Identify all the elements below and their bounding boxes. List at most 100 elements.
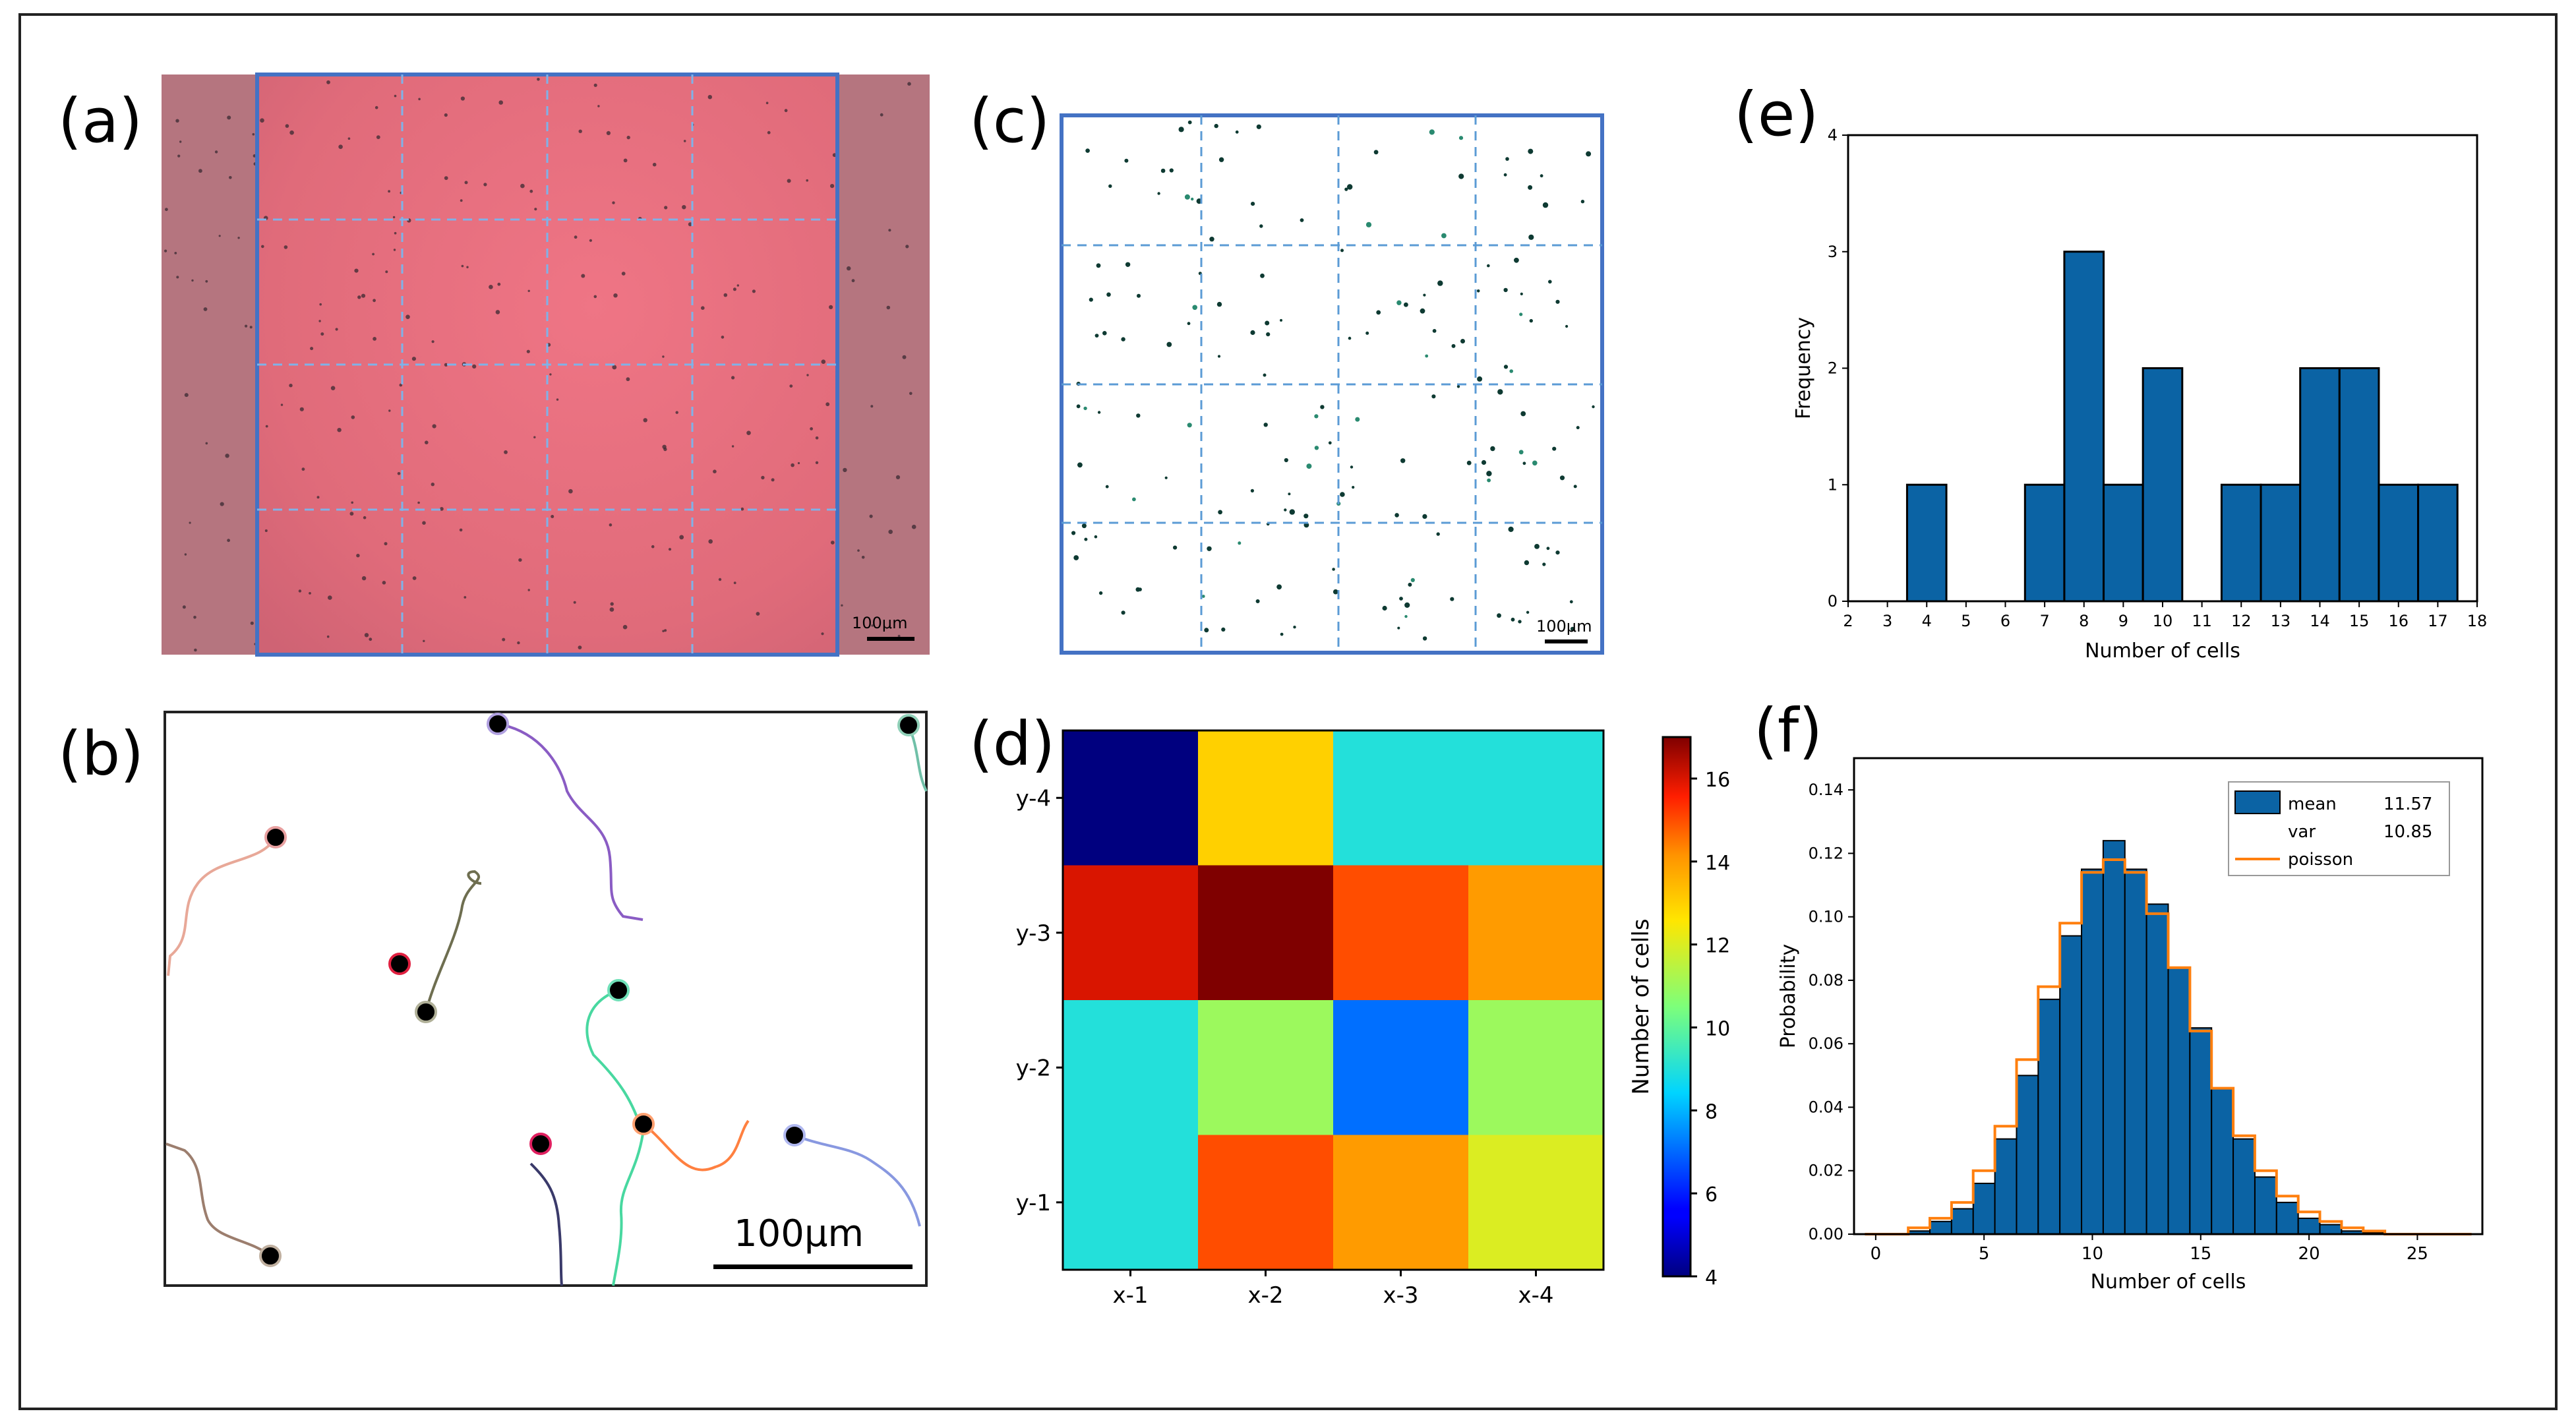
cell-dot <box>1394 513 1399 518</box>
cell-dot <box>394 94 397 98</box>
cell-dot <box>431 483 434 487</box>
cell-dot <box>1514 257 1519 263</box>
cell-dot <box>1250 330 1255 336</box>
heatmap-cell <box>1063 865 1199 1001</box>
cell-dot <box>1570 626 1575 632</box>
cell-dot <box>771 478 775 482</box>
x-tick-label: 10 <box>2082 1244 2103 1264</box>
heatmap-cell <box>1333 865 1469 1001</box>
cell-dot <box>412 576 417 580</box>
cell-dot <box>1265 320 1270 326</box>
cell-dot <box>1592 405 1595 409</box>
cell-dot <box>1098 591 1103 595</box>
cell-dot <box>466 266 469 268</box>
cell-dot <box>1209 237 1214 242</box>
cell-dot <box>423 639 425 642</box>
cell-dot <box>789 384 793 388</box>
cell-dot <box>688 222 692 227</box>
cell-dot <box>1347 184 1353 190</box>
cell-dot <box>284 245 288 249</box>
cell-dots-c <box>1071 120 1595 641</box>
cell-marker <box>415 1001 437 1023</box>
cell-dot <box>220 502 224 506</box>
cell-dot <box>1259 224 1263 228</box>
cell-dot <box>179 140 182 143</box>
cell-dot <box>461 264 464 268</box>
cell-dot <box>643 418 647 423</box>
cell-marker <box>529 1133 552 1155</box>
cell-dot <box>857 549 860 552</box>
cell-dot <box>573 601 576 604</box>
cell-dot <box>1422 514 1427 520</box>
x-tick-label: 11 <box>2192 612 2212 630</box>
cell-dot <box>1511 617 1515 622</box>
cell-marker <box>264 826 287 848</box>
cell-dot <box>534 208 537 211</box>
cell-dot <box>1505 157 1509 161</box>
histogram-bar <box>2232 1138 2256 1235</box>
cell-dot <box>372 253 374 256</box>
legend-label-mean: mean <box>2288 794 2337 814</box>
cell-dot <box>1085 148 1090 153</box>
cell-dot <box>815 461 819 464</box>
cell-dot <box>1586 151 1592 157</box>
cell-dot <box>621 272 626 276</box>
y-tick-label: y-1 <box>1016 1190 1051 1216</box>
panel-label-b: (b) <box>58 719 144 789</box>
colorbar-tick-label: 14 <box>1705 852 1730 875</box>
cell-dot <box>261 245 264 249</box>
cell-dot <box>1518 620 1522 624</box>
cell-dot <box>417 501 420 504</box>
cell-dot <box>464 181 468 185</box>
cell-dot <box>1477 376 1483 382</box>
cell-dot <box>1404 602 1410 609</box>
cell-dot <box>1216 301 1222 307</box>
cell-dot <box>675 411 678 414</box>
cell-dot <box>549 373 552 376</box>
x-tick-label: 9 <box>2118 612 2128 630</box>
cell-dot <box>652 162 657 167</box>
cell-dot <box>651 545 655 549</box>
cell-dot <box>1542 202 1549 208</box>
cell-dot <box>249 326 253 329</box>
cell-dot <box>613 293 618 298</box>
colorbar-tick-label: 4 <box>1705 1266 1718 1290</box>
histogram-bar <box>2124 868 2147 1235</box>
cell-dot <box>361 576 367 581</box>
scale-bar-b <box>713 1264 913 1269</box>
cell-dot <box>444 113 448 117</box>
cell-dot <box>1497 389 1503 395</box>
cell-dot <box>723 293 728 297</box>
cell-dot <box>459 528 463 532</box>
cell-dot <box>392 216 396 219</box>
trajectory-path <box>794 1134 921 1227</box>
histogram-bar <box>2023 483 2066 603</box>
cell-dot <box>1255 599 1260 603</box>
cell-dot <box>1540 174 1543 178</box>
cell-dot <box>1573 485 1577 489</box>
panel-label-c: (c) <box>969 86 1050 156</box>
scale-bar-label-a: 100μm <box>852 614 907 632</box>
colorbar-tick-label: 12 <box>1705 935 1730 958</box>
cell-dot <box>444 363 448 367</box>
cell-marker <box>607 979 630 1001</box>
cell-dot <box>609 523 613 527</box>
cell-dot <box>1519 312 1523 316</box>
cell-dot <box>1404 302 1408 307</box>
y-tick-label: 0.00 <box>1809 1225 1843 1243</box>
x-tick-label: 5 <box>1979 1244 1990 1264</box>
cell-dot <box>1529 318 1533 323</box>
cell-dot <box>622 624 628 630</box>
cell-dot <box>422 521 426 525</box>
cell-dot <box>264 529 268 532</box>
cell-dot <box>568 489 573 494</box>
cell-dot <box>299 407 304 411</box>
cell-dot <box>765 102 769 104</box>
x-tick-label: 7 <box>2039 612 2049 630</box>
cell-dot <box>351 415 355 419</box>
cell-dot <box>318 320 321 322</box>
cell-dot <box>1487 478 1491 483</box>
cell-dot <box>1420 308 1425 314</box>
y-tick-label: 2 <box>1828 359 1838 378</box>
